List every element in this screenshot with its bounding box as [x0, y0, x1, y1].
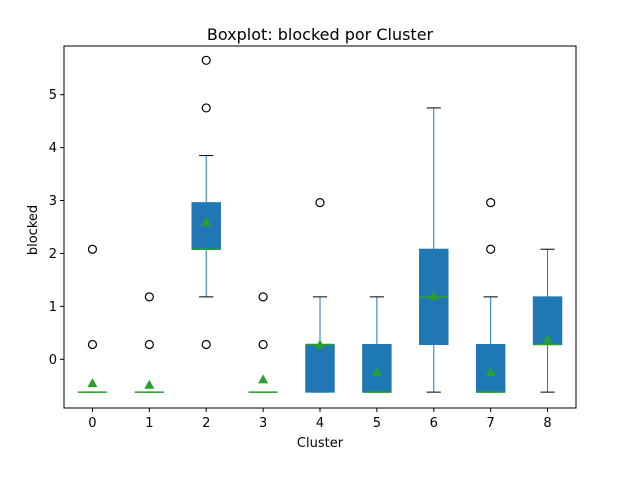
- x-tick-label: 1: [145, 416, 153, 431]
- x-tick-label: 2: [202, 416, 210, 431]
- x-axis-label: Cluster: [297, 436, 344, 451]
- y-tick-label: 3: [49, 194, 57, 209]
- x-tick-label: 7: [487, 416, 495, 431]
- y-axis-label: blocked: [26, 205, 41, 255]
- x-tick-label: 8: [543, 416, 551, 431]
- x-tick-label: 3: [259, 416, 267, 431]
- y-tick-label: 0: [49, 353, 57, 368]
- y-tick-label: 4: [49, 141, 57, 156]
- x-tick-label: 5: [373, 416, 381, 431]
- x-tick-label: 0: [88, 416, 96, 431]
- box: [192, 203, 220, 250]
- chart-title: Boxplot: blocked por Cluster: [207, 25, 434, 44]
- x-tick-label: 6: [430, 416, 438, 431]
- y-tick-label: 5: [49, 88, 57, 103]
- y-tick-label: 1: [49, 300, 57, 315]
- x-tick-label: 4: [316, 416, 324, 431]
- box: [306, 344, 334, 392]
- y-tick-label: 2: [49, 247, 57, 262]
